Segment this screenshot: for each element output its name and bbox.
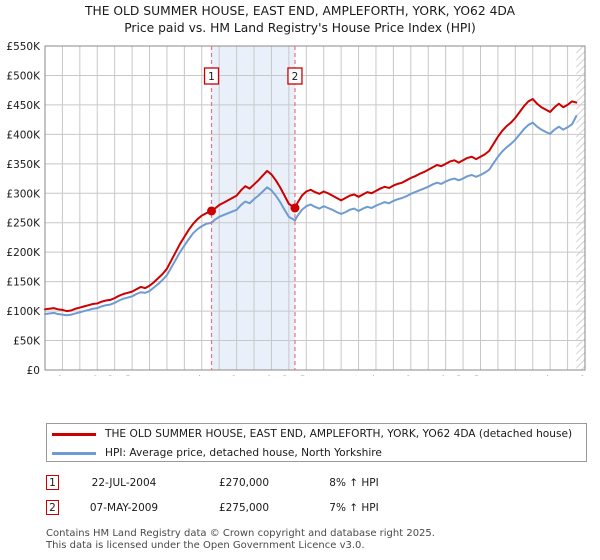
svg-text:£50K: £50K — [13, 336, 41, 348]
svg-text:2009: 2009 — [280, 375, 292, 376]
svg-text:2: 2 — [292, 71, 299, 83]
svg-text:£350K: £350K — [6, 159, 41, 171]
svg-text:£400K: £400K — [6, 129, 41, 141]
svg-text:2007: 2007 — [245, 375, 257, 376]
svg-text:2013: 2013 — [350, 375, 362, 376]
transaction-marker-badge-1: 1 — [46, 475, 59, 490]
svg-text:2022: 2022 — [506, 375, 518, 376]
copyright-footer: Contains HM Land Registry data © Crown c… — [46, 528, 591, 552]
table-row[interactable]: 2 07-MAY-2009 £275,000 7% ↑ HPI — [46, 495, 506, 520]
svg-text:2017: 2017 — [419, 375, 431, 376]
transaction-hpi-delta-2: 7% ↑ HPI — [329, 501, 379, 514]
title-line-1: THE OLD SUMMER HOUSE, EAST END, AMPLEFOR… — [84, 4, 516, 18]
transaction-date-1: 22-JUL-2004 — [91, 476, 157, 489]
svg-text:2006: 2006 — [228, 375, 240, 376]
svg-text:£100K: £100K — [6, 306, 41, 318]
svg-text:2010: 2010 — [297, 375, 309, 376]
svg-text:2011: 2011 — [315, 375, 327, 376]
svg-text:2014: 2014 — [367, 375, 379, 376]
svg-text:2000: 2000 — [123, 375, 135, 376]
table-row[interactable]: 1 22-JUL-2004 £270,000 8% ↑ HPI — [46, 470, 506, 495]
svg-text:£0: £0 — [27, 365, 40, 376]
svg-text:2024: 2024 — [541, 375, 553, 376]
legend-label-property: THE OLD SUMMER HOUSE, EAST END, AMPLEFOR… — [105, 428, 573, 440]
svg-text:£200K: £200K — [6, 247, 41, 259]
svg-text:1995: 1995 — [36, 375, 48, 376]
svg-text:2012: 2012 — [332, 375, 344, 376]
svg-text:1998: 1998 — [88, 375, 100, 376]
chart-plot-area: £0 £50K £100K £150K £200K £250K £300K £350K £400… — [0, 38, 600, 376]
footer-line-2: This data is licensed under the Open Gov… — [46, 540, 365, 551]
transaction-marker-badge-2: 2 — [46, 500, 59, 515]
title-line-2: Price paid vs. HM Land Registry's House … — [124, 21, 476, 35]
svg-text:2019: 2019 — [454, 375, 466, 376]
svg-text:£450K: £450K — [6, 100, 41, 112]
transaction-hpi-delta-1: 8% ↑ HPI — [329, 476, 379, 489]
transaction-list: 1 22-JUL-2004 £270,000 8% ↑ HPI 2 07-MAY… — [46, 470, 506, 520]
svg-text:2025: 2025 — [559, 375, 571, 376]
svg-text:1999: 1999 — [106, 375, 118, 376]
chart-legend: THE OLD SUMMER HOUSE, EAST END, AMPLEFOR… — [46, 423, 587, 462]
svg-text:2008: 2008 — [262, 375, 274, 376]
svg-text:£250K: £250K — [6, 218, 41, 230]
price-chart-svg: £0 £50K £100K £150K £200K £250K £300K £350K £400… — [6, 41, 588, 376]
svg-text:2020: 2020 — [471, 375, 483, 376]
svg-text:2016: 2016 — [402, 375, 414, 376]
svg-text:2002: 2002 — [158, 375, 170, 376]
svg-text:£500K: £500K — [6, 70, 41, 82]
legend-item-hpi: HPI: Average price, detached house, Nort… — [47, 444, 586, 462]
svg-text:2003: 2003 — [175, 375, 187, 376]
svg-text:1: 1 — [208, 71, 215, 83]
svg-text:£550K: £550K — [6, 41, 41, 53]
svg-text:2005: 2005 — [210, 375, 222, 376]
footer-line-1: Contains HM Land Registry data © Crown c… — [46, 528, 435, 539]
svg-text:2004: 2004 — [193, 375, 205, 376]
svg-text:£300K: £300K — [6, 188, 41, 200]
svg-text:2026: 2026 — [576, 375, 588, 376]
transaction-price-2: £275,000 — [218, 501, 270, 514]
svg-text:£150K: £150K — [6, 277, 41, 289]
page-title: THE OLD SUMMER HOUSE, EAST END, AMPLEFOR… — [0, 3, 600, 37]
svg-text:2001: 2001 — [141, 375, 153, 376]
transaction-price-1: £270,000 — [218, 476, 270, 489]
legend-color-swatch-property — [52, 432, 96, 436]
legend-label-hpi: HPI: Average price, detached house, Nort… — [105, 447, 382, 459]
svg-text:2018: 2018 — [437, 375, 449, 376]
legend-color-swatch-hpi — [52, 451, 96, 455]
svg-text:2021: 2021 — [489, 375, 501, 376]
svg-text:1996: 1996 — [53, 375, 65, 376]
svg-text:2015: 2015 — [384, 375, 396, 376]
svg-text:1997: 1997 — [71, 375, 83, 376]
transaction-date-2: 07-MAY-2009 — [89, 501, 159, 514]
legend-item-property: THE OLD SUMMER HOUSE, EAST END, AMPLEFOR… — [47, 425, 586, 443]
svg-text:2023: 2023 — [524, 375, 536, 376]
